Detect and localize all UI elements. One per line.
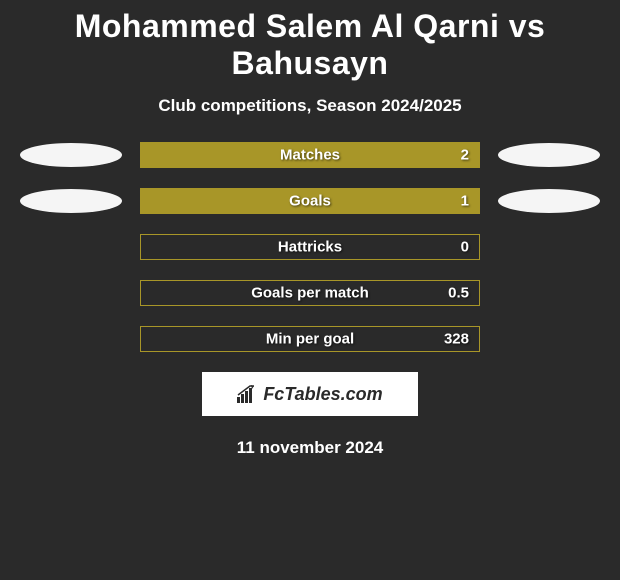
date-text: 11 november 2024 [0,438,620,458]
comparison-infographic: Mohammed Salem Al Qarni vs Bahusayn Club… [0,0,620,458]
page-title: Mohammed Salem Al Qarni vs Bahusayn [0,8,620,82]
stat-bar: Hattricks 0 [140,234,480,260]
right-ellipse [498,189,600,213]
stat-row: Matches 2 [0,142,620,168]
subtitle: Club competitions, Season 2024/2025 [0,96,620,116]
stat-bar: Goals per match 0.5 [140,280,480,306]
stat-label: Goals [289,193,331,210]
stat-value: 1 [461,193,469,210]
stat-label: Goals per match [251,285,369,302]
left-ellipse [20,143,122,167]
stat-row: Goals 1 [0,188,620,214]
stat-row: Min per goal 328 [0,326,620,352]
stat-label: Hattricks [278,239,342,256]
stat-bar: Min per goal 328 [140,326,480,352]
stat-label: Min per goal [266,331,354,348]
stats-area: Matches 2 Goals 1 Hattricks 0 Goals per match 0… [0,142,620,352]
stat-value: 0 [461,239,469,256]
left-ellipse [20,189,122,213]
logo-text: FcTables.com [263,384,382,405]
stat-value: 2 [461,147,469,164]
stat-row: Goals per match 0.5 [0,280,620,306]
right-ellipse [498,143,600,167]
stat-bar: Goals 1 [140,188,480,214]
stat-value: 0.5 [448,285,469,302]
chart-icon [237,385,257,403]
stat-value: 328 [444,331,469,348]
stat-bar: Matches 2 [140,142,480,168]
stat-row: Hattricks 0 [0,234,620,260]
logo-box: FcTables.com [202,372,418,416]
stat-label: Matches [280,147,340,164]
